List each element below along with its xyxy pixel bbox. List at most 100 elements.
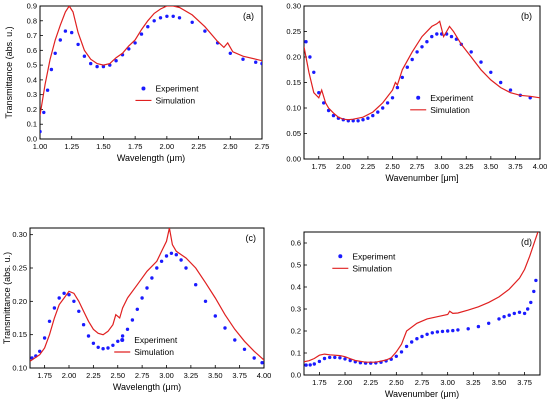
- y-tick-label: 0.3: [291, 305, 301, 314]
- simulation-line: [30, 228, 264, 362]
- x-tick-label: 3.00: [440, 378, 455, 387]
- experiment-point: [184, 266, 188, 270]
- experiment-point: [179, 258, 183, 262]
- y-tick-label: 0.9: [27, 2, 37, 11]
- experiment-point: [174, 253, 178, 257]
- experiment-point: [430, 34, 434, 39]
- x-tick-label: 4.00: [533, 162, 548, 171]
- experiment-point: [177, 16, 182, 20]
- experiment-point: [415, 50, 419, 54]
- experiment-point: [517, 310, 522, 314]
- experiment-point: [111, 343, 115, 347]
- experiment-point: [101, 347, 105, 351]
- x-axis-label: Wavelength (μm): [113, 382, 181, 392]
- plot-frame: [303, 5, 541, 160]
- experiment-point: [91, 341, 96, 345]
- y-tick-label: 0.1: [27, 120, 37, 129]
- y-tick-label: 0.20: [286, 53, 301, 62]
- y-tick-label: 0.5: [291, 261, 301, 270]
- experiment-point: [526, 307, 530, 311]
- experiment-point: [52, 306, 57, 310]
- x-tick-label: 1.25: [64, 142, 79, 151]
- experiment-point: [395, 85, 400, 90]
- x-tick-label: 2.50: [223, 142, 238, 151]
- experiment-point: [308, 363, 312, 367]
- experiment-point: [169, 251, 174, 255]
- experiment-point: [53, 51, 57, 55]
- experiment-point: [440, 329, 445, 334]
- y-tick-label: 0.0: [27, 135, 37, 144]
- experiment-point: [260, 61, 262, 66]
- x-tick-label: 2.00: [160, 142, 175, 151]
- simulation-line: [304, 232, 539, 363]
- y-tick-label: 0.00: [286, 155, 301, 164]
- x-tick-label: 2.00: [62, 371, 77, 380]
- experiment-point: [317, 91, 321, 95]
- legend-label-simulation: Simulation: [155, 95, 195, 105]
- experiment-point: [420, 45, 424, 49]
- x-tick-label: 2.25: [86, 371, 101, 380]
- experiment-point: [42, 110, 46, 115]
- experiment-point: [304, 40, 308, 44]
- experiment-point: [57, 296, 61, 300]
- experiment-point: [317, 359, 322, 364]
- plot-frame: [29, 227, 265, 369]
- experiment-point: [489, 70, 493, 75]
- experiment-point: [82, 54, 87, 58]
- experiment-point: [158, 16, 163, 20]
- experiment-point: [139, 32, 144, 36]
- legend-marker-experiment: [416, 95, 421, 100]
- y-axis-label: Transmittance (abs. u.): [2, 252, 12, 344]
- experiment-point: [127, 47, 131, 51]
- experiment-point: [404, 344, 409, 349]
- x-tick-label: 3.75: [508, 162, 523, 171]
- experiment-point: [152, 19, 156, 23]
- y-tick-label: 0.30: [12, 230, 27, 239]
- experiment-point: [45, 88, 50, 92]
- data-area: [40, 6, 262, 134]
- panel-b: 1.75 2.00 2.25 2.50 2.75 3.00 3.25 3.50 3.75 4.00…: [286, 2, 547, 184]
- experiment-point: [371, 113, 375, 118]
- experiment-point: [159, 259, 164, 263]
- experiment-point: [47, 319, 52, 323]
- x-tick-label: 3.75: [517, 378, 532, 387]
- experiment-point: [420, 334, 424, 339]
- x-tick-label: 1.75: [312, 378, 327, 387]
- legend-label-experiment: Experiment: [430, 93, 474, 103]
- x-tick-label: 1.75: [311, 162, 326, 171]
- legend: Experiment Simulation: [332, 251, 396, 273]
- experiment-point: [254, 60, 258, 64]
- legend-label-experiment: Experiment: [134, 335, 178, 345]
- experiment-point: [203, 299, 208, 303]
- simulation-line: [40, 6, 262, 116]
- x-tick-label: 3.25: [184, 371, 199, 380]
- x-tick-label: 3.75: [232, 371, 247, 380]
- y-tick-label: 0.2: [291, 327, 301, 336]
- legend: Experiment Simulation: [410, 93, 474, 115]
- y-tick-label: 0.15: [286, 78, 301, 87]
- experiment-point: [381, 106, 385, 110]
- experiment-point: [425, 332, 429, 336]
- experiment-point: [89, 61, 93, 66]
- panel-label: (d): [521, 237, 532, 247]
- experiment-point: [150, 276, 154, 280]
- experiment-point: [376, 110, 380, 114]
- experiment-point: [86, 334, 91, 338]
- experiment-point: [356, 119, 360, 123]
- experiment-point: [410, 340, 414, 344]
- experiment-point: [190, 20, 194, 24]
- x-tick-label: 3.00: [434, 162, 449, 171]
- y-tick-label: 0.05: [286, 129, 301, 138]
- x-tick-label: 2.75: [410, 162, 425, 171]
- experiment-point: [435, 330, 440, 334]
- data-area: [30, 228, 264, 365]
- y-tick-label: 0.25: [12, 264, 27, 273]
- y-tick-label: 0.4: [27, 75, 37, 84]
- experiment-point: [522, 311, 527, 316]
- x-tick-label: 3.00: [159, 371, 174, 380]
- x-tick-label: 3.25: [466, 378, 481, 387]
- x-tick-label: 2.50: [110, 371, 125, 380]
- x-tick-label: 3.25: [459, 162, 474, 171]
- experiment-point: [116, 339, 120, 343]
- legend-label-experiment: Experiment: [155, 83, 199, 93]
